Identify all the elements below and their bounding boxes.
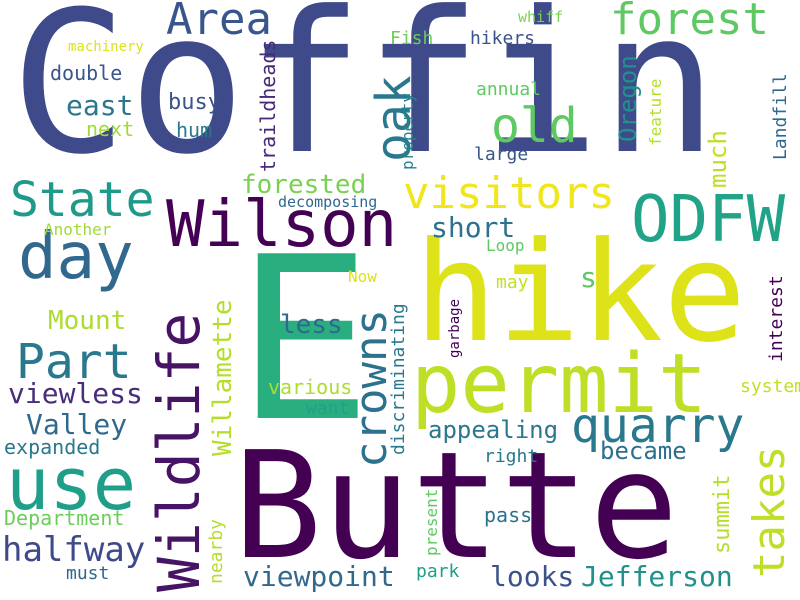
word-hikers: hikers bbox=[470, 28, 536, 49]
word-busy: busy bbox=[168, 90, 221, 115]
word-next: next bbox=[86, 117, 135, 141]
word-double: double bbox=[50, 61, 123, 85]
word-various: various bbox=[268, 375, 353, 399]
word-old: old bbox=[491, 98, 578, 154]
word-traildheads: traildheads bbox=[256, 39, 280, 172]
word-must: must bbox=[66, 563, 110, 584]
word-right: right bbox=[484, 446, 539, 467]
word-hike: hike bbox=[414, 212, 747, 373]
word-nearby: nearby bbox=[206, 518, 227, 584]
word-area: Area bbox=[166, 0, 272, 45]
word-discriminating: discriminating bbox=[388, 303, 409, 455]
word-looks: looks bbox=[490, 560, 575, 593]
word-permit: permit bbox=[411, 337, 708, 432]
word-department: Department bbox=[4, 506, 125, 530]
word-property: property bbox=[398, 92, 417, 170]
word-short: short bbox=[431, 211, 516, 244]
word-oregon: Oregon bbox=[614, 55, 642, 142]
word-less: less bbox=[280, 310, 343, 340]
word-part: Part bbox=[16, 334, 132, 390]
word-e: E bbox=[236, 209, 373, 472]
word-wildlife: Wildlife bbox=[145, 312, 213, 592]
word-much: much bbox=[704, 130, 732, 188]
word-jefferson: Jefferson bbox=[581, 560, 733, 593]
word-annual: annual bbox=[476, 79, 542, 100]
word-wilson: Wilson bbox=[166, 188, 398, 262]
word-fish: Fish bbox=[390, 28, 434, 49]
word-forest: forest bbox=[610, 0, 769, 45]
word-mount: Mount bbox=[48, 306, 127, 336]
word-want: want bbox=[306, 398, 350, 419]
word-garbage: garbage bbox=[447, 298, 463, 358]
word-use: use bbox=[6, 442, 137, 526]
word-large: large bbox=[474, 144, 529, 165]
word-valley: Valley bbox=[26, 408, 128, 441]
word-decomposing: decomposing bbox=[278, 193, 378, 211]
word-feature: feature bbox=[646, 78, 665, 146]
word-day: day bbox=[18, 220, 134, 294]
word-willamette: Willamette bbox=[208, 299, 238, 456]
word-viewless: viewless bbox=[8, 377, 143, 410]
word-summit: summit bbox=[710, 474, 735, 554]
word-halfway: halfway bbox=[2, 530, 146, 570]
word-takes: takes bbox=[744, 445, 795, 578]
word-now: Now bbox=[348, 267, 377, 286]
word-viewpoint: viewpoint bbox=[243, 560, 395, 593]
word-landfill: Landfill bbox=[770, 73, 791, 160]
word-quarry: quarry bbox=[571, 398, 745, 454]
word-hum: hum bbox=[176, 118, 213, 142]
word-interest: interest bbox=[766, 275, 787, 362]
word-butte: Butte bbox=[233, 420, 679, 592]
word-present: present bbox=[422, 488, 441, 556]
word-whiff: whiff bbox=[518, 8, 564, 26]
word-may: may bbox=[496, 272, 529, 293]
word-pass: pass bbox=[484, 503, 533, 527]
word-east: east bbox=[66, 89, 134, 122]
word-system: system bbox=[740, 376, 800, 397]
word-loop: Loop bbox=[486, 236, 525, 255]
word-another: Another bbox=[44, 220, 112, 239]
word-odfw: ODFW bbox=[631, 183, 786, 257]
word-s: s bbox=[580, 261, 597, 294]
word-state: State bbox=[10, 172, 155, 228]
word-coffin: Coffin bbox=[10, 0, 719, 198]
word-visitors: visitors bbox=[403, 168, 615, 219]
word-appealing: appealing bbox=[428, 416, 559, 444]
word-became: became bbox=[600, 437, 687, 465]
word-park: park bbox=[416, 561, 460, 582]
word-expanded: expanded bbox=[4, 435, 101, 459]
word-forested: forested bbox=[241, 170, 367, 200]
word-machinery: machinery bbox=[68, 39, 144, 55]
